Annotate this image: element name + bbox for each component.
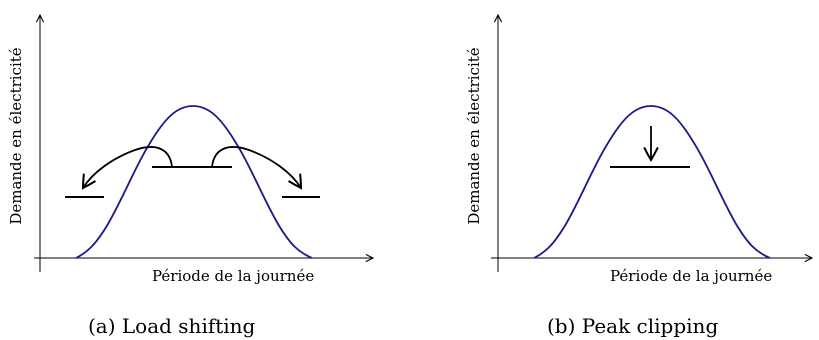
demand-curve [533, 105, 771, 259]
panel-a: Demande en électricité Période de la jou… [7, 15, 373, 338]
caption: (a) Load shifting [88, 314, 256, 338]
shift-left-arrow [81, 146, 173, 190]
demand-curve [75, 105, 313, 259]
y-axis-label: Demande en électricité [465, 47, 483, 224]
shift-right-arrow [211, 146, 303, 190]
x-axis-label: Période de la journée [152, 267, 314, 285]
y-axis-label: Demande en électricité [7, 47, 25, 224]
panel-b: Demande en électricité Période de la jou… [465, 15, 812, 338]
caption: (b) Peak clipping [547, 314, 718, 338]
x-axis-label: Période de la journée [610, 267, 772, 285]
